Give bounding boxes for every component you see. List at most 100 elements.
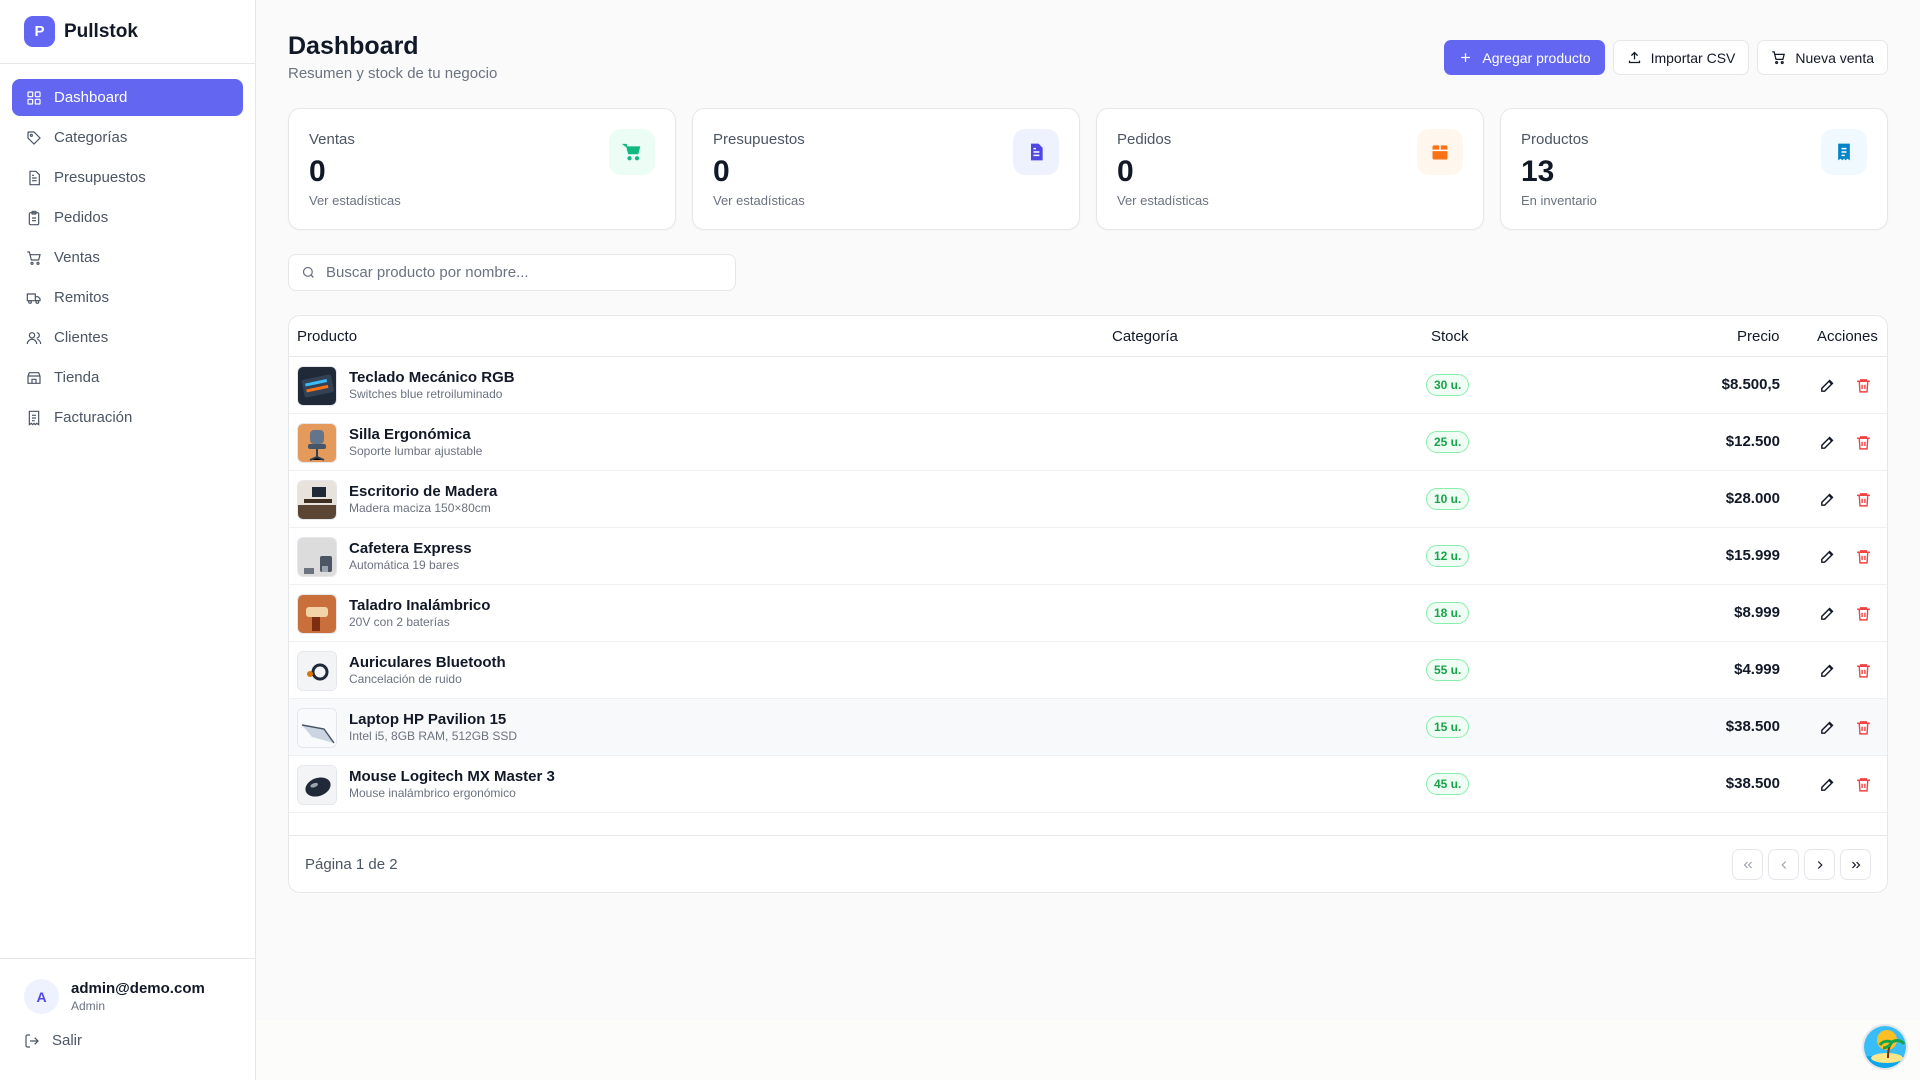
import-csv-button[interactable]: Importar CSV <box>1612 40 1750 75</box>
sidebar-item-pedidos[interactable]: Pedidos <box>12 199 243 236</box>
edit-button[interactable] <box>1819 605 1837 623</box>
island-icon <box>1864 1026 1906 1068</box>
stat-link[interactable]: Ver estadísticas <box>1117 193 1209 208</box>
product-price: $4.999 <box>1734 661 1780 678</box>
pagination-controls <box>1732 849 1871 880</box>
sidebar-item-ventas[interactable]: Ventas <box>12 239 243 276</box>
table-row[interactable]: Cafetera Express Automática 19 bares 12 … <box>289 528 1887 585</box>
header-actions: Agregar producto Importar CSV Nueva vent… <box>1444 40 1888 75</box>
product-thumbnail <box>297 480 337 520</box>
product-name: Teclado Mecánico RGB <box>349 369 515 386</box>
trash-icon <box>1857 550 1870 564</box>
product-description: Cancelación de ruido <box>349 672 462 686</box>
table-header: Producto Categoría Stock Precio Acciones <box>289 316 1887 357</box>
document-icon <box>1013 129 1059 175</box>
trash-icon <box>1857 778 1870 792</box>
tag-icon <box>27 130 41 145</box>
floating-assistant-button[interactable] <box>1862 1024 1908 1070</box>
box-icon <box>1417 129 1463 175</box>
prev-page-button[interactable] <box>1768 849 1799 880</box>
product-description: Intel i5, 8GB RAM, 512GB SSD <box>349 729 518 743</box>
main-content: Dashboard Resumen y stock de tu negocio … <box>288 0 1888 893</box>
sidebar-item-label: Dashboard <box>54 89 128 106</box>
delete-button[interactable] <box>1855 491 1873 509</box>
table-row[interactable]: Laptop HP Pavilion 15 Intel i5, 8GB RAM,… <box>289 699 1887 756</box>
stock-badge: 15 u. <box>1426 716 1470 738</box>
table-row[interactable]: Silla Ergonómica Soporte lumbar ajustabl… <box>289 414 1887 471</box>
edit-button[interactable] <box>1819 491 1837 509</box>
delete-button[interactable] <box>1855 377 1873 395</box>
stat-value: 13 <box>1521 155 1555 188</box>
page-bottom <box>256 1020 1920 1080</box>
store-icon <box>27 371 41 384</box>
sidebar-item-remitos[interactable]: Remitos <box>12 279 243 316</box>
avatar: A <box>24 979 59 1014</box>
product-name: Cafetera Express <box>349 540 472 557</box>
logout-button[interactable]: Salir <box>0 1014 255 1049</box>
upload-icon <box>1628 51 1640 64</box>
product-price: $38.500 <box>1725 718 1780 735</box>
search-input[interactable] <box>326 264 726 281</box>
sidebar-item-label: Pedidos <box>54 209 109 226</box>
product-description: 20V con 2 baterías <box>349 615 450 629</box>
cart-icon <box>27 250 41 265</box>
stat-link[interactable]: Ver estadísticas <box>713 193 805 208</box>
sidebar-item-tienda[interactable]: Tienda <box>12 359 243 396</box>
sidebar-item-facturacion[interactable]: Facturación <box>12 399 243 436</box>
next-page-button[interactable] <box>1804 849 1835 880</box>
stock-badge: 12 u. <box>1426 545 1470 567</box>
table-row[interactable]: Mouse Logitech MX Master 3 Mouse inalámb… <box>289 756 1887 813</box>
delete-button[interactable] <box>1855 434 1873 452</box>
edit-button[interactable] <box>1819 719 1837 737</box>
stat-sub: En inventario <box>1521 193 1597 208</box>
cart-icon <box>1772 51 1786 65</box>
product-description: Automática 19 bares <box>349 558 460 572</box>
import-csv-label: Importar CSV <box>1650 49 1736 66</box>
stat-link[interactable]: Ver estadísticas <box>309 193 401 208</box>
delete-button[interactable] <box>1855 719 1873 737</box>
table-row[interactable]: Auriculares Bluetooth Cancelación de rui… <box>289 642 1887 699</box>
stock-badge: 25 u. <box>1426 431 1470 453</box>
stat-card-productos[interactable]: Productos 13 En inventario <box>1500 108 1888 230</box>
sidebar-item-categorias[interactable]: Categorías <box>12 119 243 156</box>
last-page-button[interactable] <box>1840 849 1871 880</box>
product-thumbnail <box>297 651 337 691</box>
brand[interactable]: P Pullstok <box>0 0 255 64</box>
edit-button[interactable] <box>1819 548 1837 566</box>
chevron-right-icon <box>1817 860 1823 869</box>
table-row[interactable]: Teclado Mecánico RGB Switches blue retro… <box>289 357 1887 414</box>
table-row[interactable]: Taladro Inalámbrico 20V con 2 baterías 1… <box>289 585 1887 642</box>
product-name: Taladro Inalámbrico <box>349 597 491 614</box>
sidebar-item-clientes[interactable]: Clientes <box>12 319 243 356</box>
sidebar-item-presupuestos[interactable]: Presupuestos <box>12 159 243 196</box>
product-name: Auriculares Bluetooth <box>349 654 506 671</box>
table-row[interactable]: Escritorio de Madera Madera maciza 150×8… <box>289 471 1887 528</box>
stats-cards: Ventas 0 Ver estadísticas Presupuestos 0… <box>288 108 1888 230</box>
stat-card-pedidos[interactable]: Pedidos 0 Ver estadísticas <box>1096 108 1484 230</box>
stat-card-presupuestos[interactable]: Presupuestos 0 Ver estadísticas <box>692 108 1080 230</box>
delete-button[interactable] <box>1855 605 1873 623</box>
user-profile[interactable]: A admin@demo.com Admin <box>0 959 255 1014</box>
pagination-info: Página 1 de 2 <box>305 856 398 873</box>
sidebar-footer: A admin@demo.com Admin Salir <box>0 958 255 1080</box>
product-description: Mouse inalámbrico ergonómico <box>349 786 516 800</box>
first-page-button[interactable] <box>1732 849 1763 880</box>
sidebar-item-dashboard[interactable]: Dashboard <box>12 79 243 116</box>
brand-logo: P <box>24 16 55 47</box>
edit-button[interactable] <box>1819 377 1837 395</box>
edit-button[interactable] <box>1819 434 1837 452</box>
pencil-icon <box>1821 607 1834 620</box>
trash-icon <box>1857 664 1870 678</box>
edit-button[interactable] <box>1819 776 1837 794</box>
delete-button[interactable] <box>1855 548 1873 566</box>
pencil-icon <box>1821 493 1834 506</box>
delete-button[interactable] <box>1855 776 1873 794</box>
delete-button[interactable] <box>1855 662 1873 680</box>
stat-label: Presupuestos <box>713 131 805 148</box>
add-product-button[interactable]: Agregar producto <box>1444 40 1605 75</box>
new-sale-button[interactable]: Nueva venta <box>1757 40 1888 75</box>
sidebar-nav: Dashboard Categorías Presupuestos Pedido… <box>0 64 255 436</box>
stat-card-ventas[interactable]: Ventas 0 Ver estadísticas <box>288 108 676 230</box>
sidebar-item-label: Clientes <box>54 329 109 346</box>
edit-button[interactable] <box>1819 662 1837 680</box>
